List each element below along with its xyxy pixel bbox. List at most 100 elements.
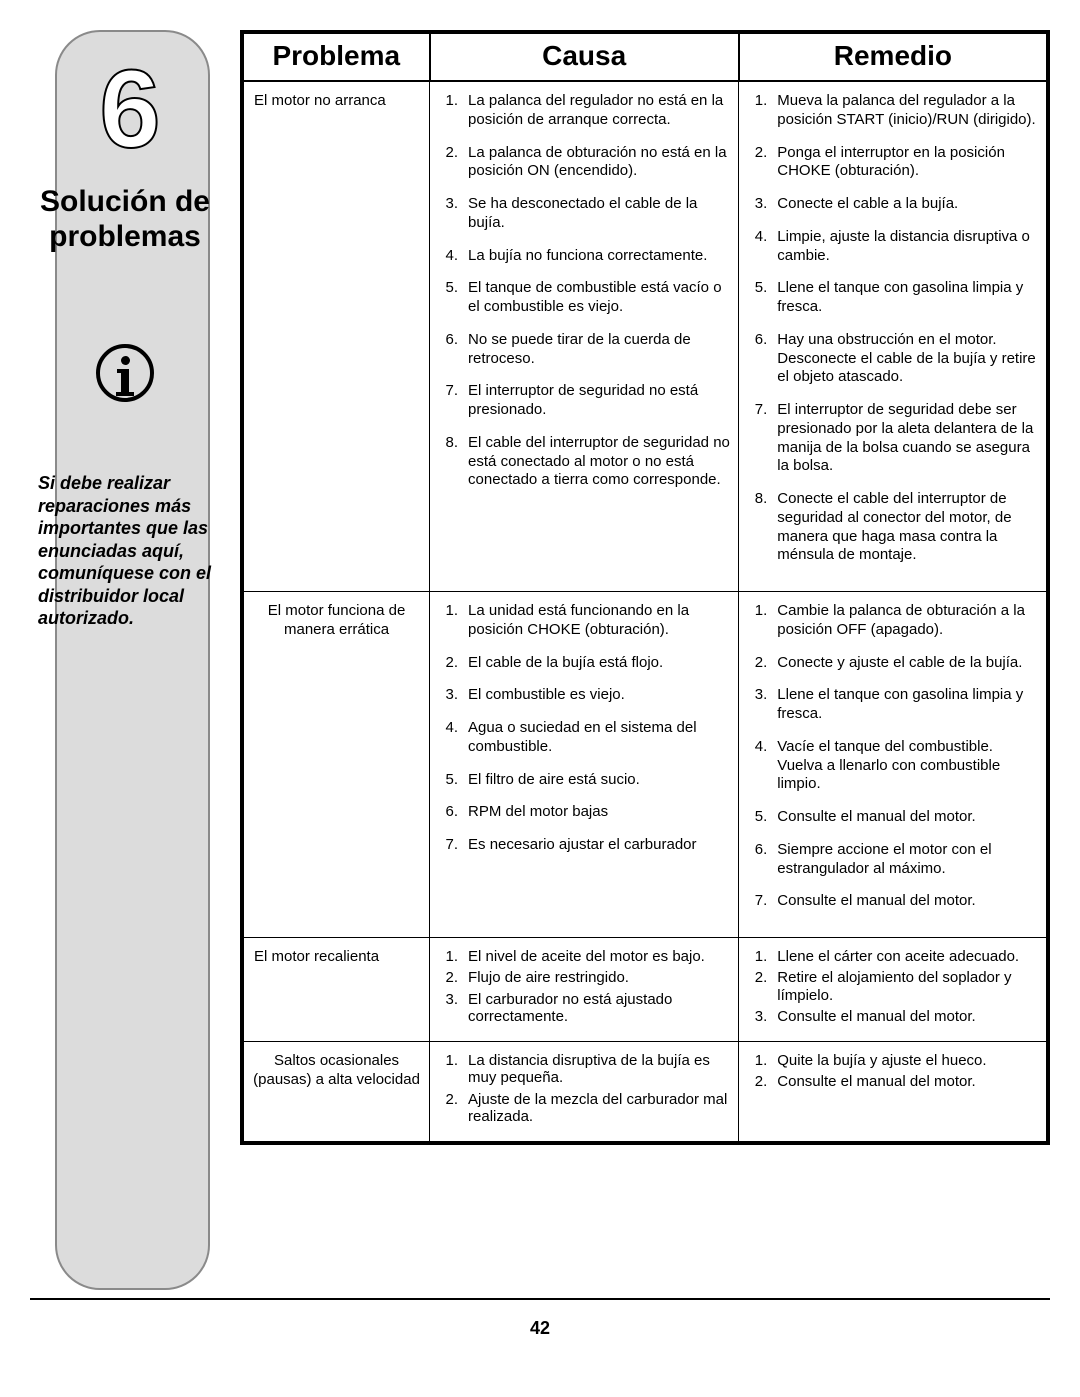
item-text: El interruptor de seguridad debe ser pre… [777, 401, 1038, 476]
table-body: El motor no arranca 1. La palanca del regu… [242, 81, 1048, 1143]
list-item: 1.Quite la bujía y ajuste el hueco. [749, 1052, 1038, 1069]
item-number: 2. [749, 654, 767, 673]
list-item: 2.Flujo de aire restringido. [440, 969, 730, 986]
list-item: 5.El filtro de aire está sucio. [440, 771, 730, 790]
sidebar-title-line1: Solución de [40, 185, 210, 218]
remedy-cell: 1.Llene el cárter con aceite adecuado. 2.… [739, 938, 1048, 1042]
item-text: Mueva la palanca del regulador a la posi… [777, 92, 1038, 130]
item-text: El interruptor de seguridad no está pres… [468, 382, 730, 420]
item-text: La bujía no funciona correctamente. [468, 247, 730, 266]
item-text: Cambie la palanca de obturación a la pos… [777, 602, 1038, 640]
list-item: 4.Agua o suciedad en el sistema del comb… [440, 719, 730, 757]
item-number: 2. [749, 1073, 767, 1090]
list-item: 1.La distancia disruptiva de la bujía es… [440, 1052, 730, 1087]
list-item: 3. El combustible es viejo. [440, 686, 730, 705]
list-item: 2. Retire el alojamiento del soplador y l… [749, 969, 1038, 1004]
item-text: RPM del motor bajas [468, 803, 730, 822]
item-number: 3. [749, 686, 767, 724]
list-item: 7.El interruptor de seguridad debe ser p… [749, 401, 1038, 476]
item-text: No se puede tirar de la cuerda de retroc… [468, 331, 730, 369]
list-item: 6.Hay una obstrucción en el motor. Desco… [749, 331, 1038, 387]
item-number: 1. [440, 602, 458, 640]
header-cause: Causa [430, 32, 739, 81]
item-number: 5. [440, 279, 458, 317]
item-number: 3. [749, 195, 767, 214]
sidebar-note: Si debe realizar reparaciones más import… [30, 472, 220, 630]
page: 6 Solución de problemas Si debe realizar… [0, 0, 1080, 1397]
item-number: 2. [749, 969, 767, 1004]
item-text: El nivel de aceite del motor es bajo. [468, 948, 730, 965]
list-item: 8.Conecte el cable del interruptor de se… [749, 490, 1038, 565]
item-text: Es necesario ajustar el carburador [468, 836, 730, 855]
sidebar-title-line2: problemas [49, 220, 201, 253]
list-item: 1.Llene el cárter con aceite adecuado. [749, 948, 1038, 965]
problem-cell: El motor no arranca [242, 81, 430, 592]
item-text: La distancia disruptiva de la bujía es m… [468, 1052, 730, 1087]
remedy-list: 1. Cambie la palanca de obturación a la p… [749, 602, 1038, 911]
item-text: Retire el alojamiento del soplador y lím… [777, 969, 1038, 1004]
sidebar-inner: 6 Solución de problemas Si debe realizar… [30, 30, 225, 630]
header-remedy: Remedio [739, 32, 1048, 81]
item-number: 7. [749, 401, 767, 476]
list-item: 8.El cable del interruptor de seguridad … [440, 434, 730, 490]
list-item: 2.El cable de la bujía está flojo. [440, 654, 730, 673]
cause-cell: 1.La distancia disruptiva de la bujía es… [430, 1042, 739, 1144]
main: Problema Causa Remedio El motor no arran… [225, 30, 1050, 1278]
list-item: 2. Consulte el manual del motor. [749, 1073, 1038, 1090]
list-item: 3.Consulte el manual del motor. [749, 1008, 1038, 1025]
item-text: Vacíe el tanque del combustible. Vuelva … [777, 738, 1038, 794]
problem-text: El motor funciona de manera errática [268, 602, 406, 638]
item-number: 5. [749, 279, 767, 317]
item-number: 8. [440, 434, 458, 490]
list-item: 5.Consulte el manual del motor. [749, 808, 1038, 827]
table-row: El motor funciona de manera errática 1. La… [242, 592, 1048, 938]
cause-cell: 1. La unidad está funcionando en la posic… [430, 592, 739, 938]
item-number: 6. [749, 331, 767, 387]
problem-text: El motor recalienta [254, 948, 379, 965]
item-number: 4. [440, 247, 458, 266]
item-text: El cable del interruptor de seguridad no… [468, 434, 730, 490]
list-item: 3. Conecte el cable a la bujía. [749, 195, 1038, 214]
item-text: Hay una obstrucción en el motor. Descone… [777, 331, 1038, 387]
item-number: 2. [440, 144, 458, 182]
table-row: Saltos ocasionales (pausas) a alta veloc… [242, 1042, 1048, 1144]
remedy-cell: 1. Cambie la palanca de obturación a la p… [739, 592, 1048, 938]
item-text: Consulte el manual del motor. [777, 892, 1038, 911]
item-number: 7. [440, 836, 458, 855]
item-number: 4. [440, 719, 458, 757]
page-number: 42 [30, 1318, 1050, 1339]
item-text: El filtro de aire está sucio. [468, 771, 730, 790]
list-item: 3.Llene el tanque con gasolina limpia y … [749, 686, 1038, 724]
item-text: La unidad está funcionando en la posició… [468, 602, 730, 640]
item-number: 8. [749, 490, 767, 565]
item-text: Conecte y ajuste el cable de la bujía. [777, 654, 1038, 673]
item-text: La palanca del regulador no está en la p… [468, 92, 730, 130]
item-number: 2. [440, 654, 458, 673]
list-item: 7. Consulte el manual del motor. [749, 892, 1038, 911]
item-number: 1. [749, 1052, 767, 1069]
sidebar: 6 Solución de problemas Si debe realizar… [30, 30, 225, 1278]
item-text: Consulte el manual del motor. [777, 1073, 1038, 1090]
cause-list: 1.El nivel de aceite del motor es bajo.2… [440, 948, 730, 1025]
list-item: 1. La unidad está funcionando en la posic… [440, 602, 730, 640]
list-item: 2.Ponga el interruptor en la posición CH… [749, 144, 1038, 182]
item-text: Flujo de aire restringido. [468, 969, 730, 986]
cause-list: 1. La unidad está funcionando en la posic… [440, 602, 730, 855]
table-head: Problema Causa Remedio [242, 32, 1048, 81]
list-item: 2.Ajuste de la mezcla del carburador mal… [440, 1091, 730, 1126]
problem-cell: Saltos ocasionales (pausas) a alta veloc… [242, 1042, 430, 1144]
item-number: 3. [440, 991, 458, 1026]
item-number: 3. [440, 686, 458, 705]
item-number: 7. [440, 382, 458, 420]
item-number: 7. [749, 892, 767, 911]
item-text: Llene el tanque con gasolina limpia y fr… [777, 279, 1038, 317]
list-item: 6.Siempre accione el motor con el estran… [749, 841, 1038, 879]
list-item: 1. Cambie la palanca de obturación a la p… [749, 602, 1038, 640]
table-row: El motor recalienta 1.El nivel de aceite … [242, 938, 1048, 1042]
item-number: 3. [749, 1008, 767, 1025]
item-text: Conecte el cable a la bujía. [777, 195, 1038, 214]
content-wrap: 6 Solución de problemas Si debe realizar… [30, 30, 1050, 1300]
item-text: El combustible es viejo. [468, 686, 730, 705]
item-number: 6. [440, 331, 458, 369]
item-number: 1. [749, 602, 767, 640]
